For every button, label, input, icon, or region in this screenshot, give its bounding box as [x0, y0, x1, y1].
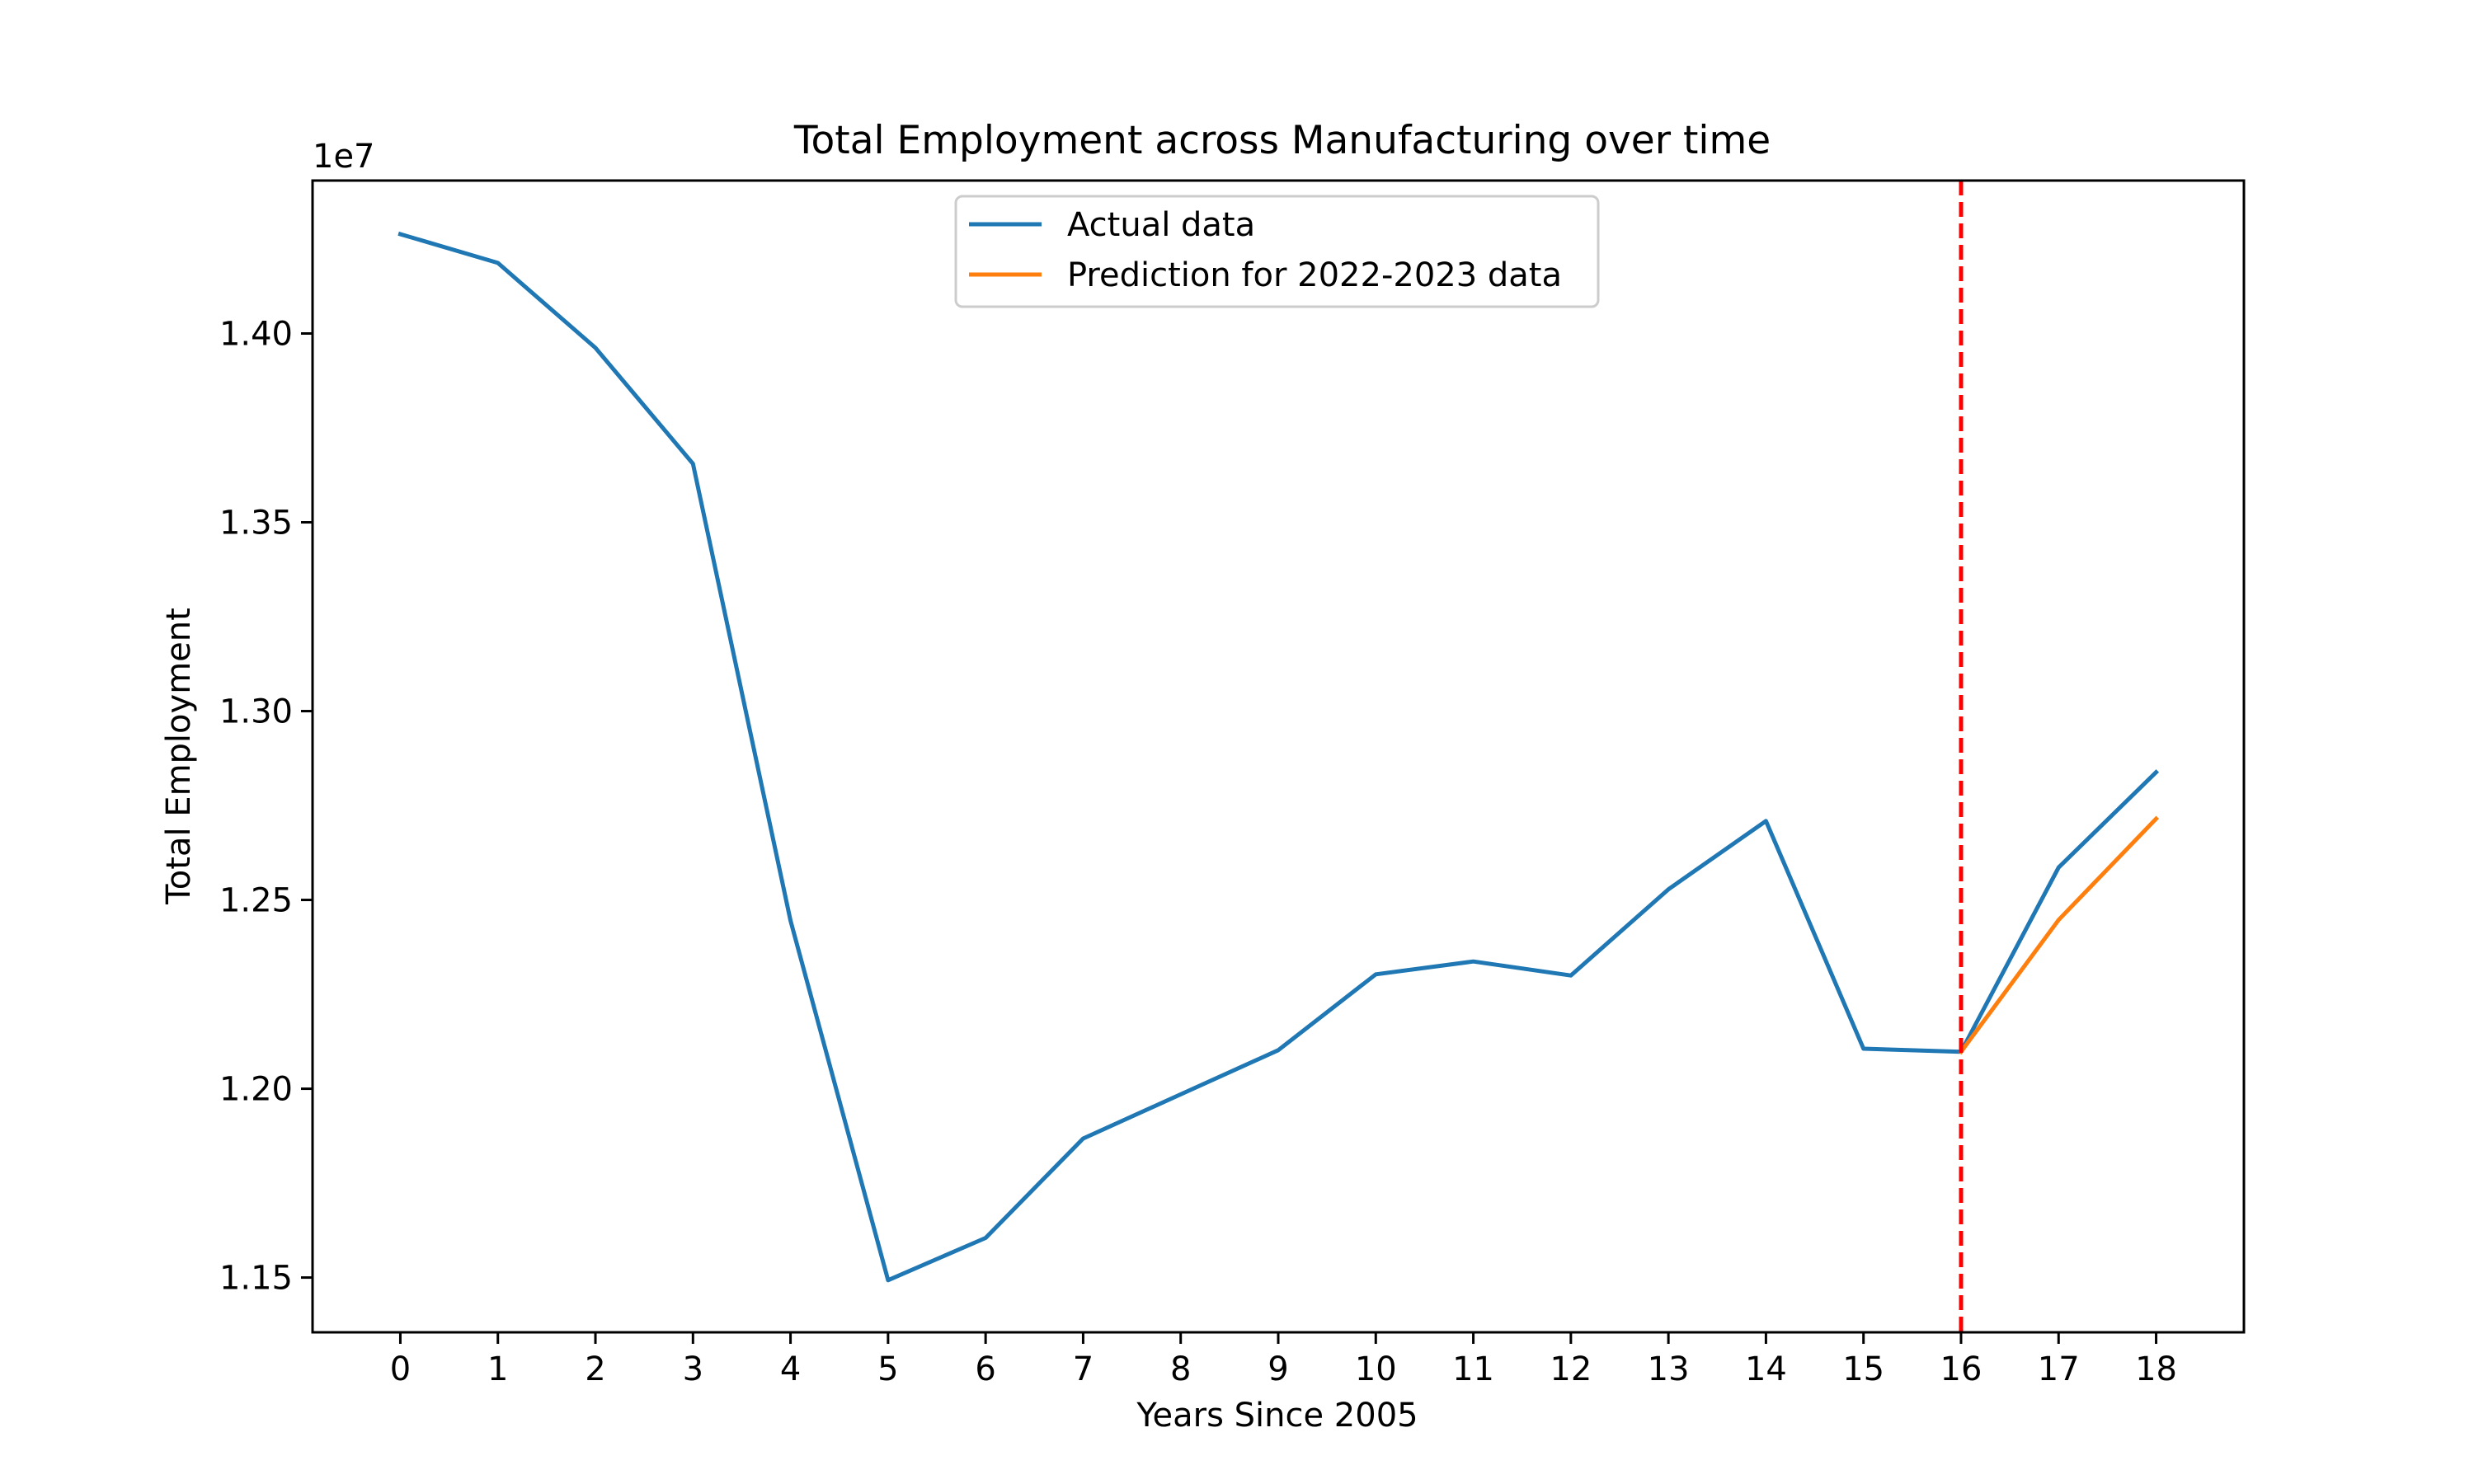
legend-box [954, 195, 1600, 308]
x-tick-label: 13 [1648, 1350, 1690, 1388]
legend: Actual data Prediction for 2022-2023 dat… [954, 195, 1600, 308]
plot-area [311, 179, 2246, 1334]
series-line-0 [397, 231, 2160, 1283]
y-offset-label: 1e7 [313, 138, 375, 176]
x-tick-label: 8 [1170, 1350, 1191, 1388]
x-tick-label: 7 [1073, 1350, 1094, 1388]
y-tick-label: 1.15 [219, 1260, 293, 1298]
legend-label-prediction: Prediction for 2022-2023 data [1067, 256, 1562, 294]
x-tick-label: 9 [1268, 1350, 1288, 1388]
x-tick-label: 16 [1940, 1350, 1982, 1388]
y-tick-label: 1.35 [219, 505, 293, 542]
x-tick-label: 5 [877, 1350, 898, 1388]
x-tick-label: 14 [1745, 1350, 1787, 1388]
x-tick-label: 4 [780, 1350, 801, 1388]
y-axis-label: Total Employment [160, 608, 198, 905]
series-layer [397, 231, 2160, 1283]
x-tick-label: 0 [390, 1350, 411, 1388]
x-tick-label: 15 [1842, 1350, 1884, 1388]
x-tick-label: 2 [585, 1350, 605, 1388]
series-line-1 [1958, 815, 2160, 1055]
y-tick-label: 1.30 [219, 693, 293, 731]
x-tick-label: 3 [683, 1350, 703, 1388]
x-tick-label: 18 [2135, 1350, 2177, 1388]
x-axis: 0 1 2 3 4 5 6 7 8 9 10 11 12 13 14 15 16 17 18 [390, 1332, 2177, 1388]
y-tick-label: 1.25 [219, 882, 293, 920]
x-tick-label: 6 [975, 1350, 995, 1388]
legend-label-actual: Actual data [1067, 206, 1255, 244]
x-tick-label: 11 [1452, 1350, 1494, 1388]
chart-title: Total Employment across Manufacturing ov… [793, 118, 1771, 163]
y-tick-label: 1.20 [219, 1071, 293, 1109]
x-tick-label: 12 [1550, 1350, 1592, 1388]
x-tick-label: 1 [487, 1350, 508, 1388]
x-tick-label: 10 [1355, 1350, 1397, 1388]
y-tick-label: 1.40 [219, 316, 293, 354]
x-axis-label: Years Since 2005 [1136, 1397, 1418, 1435]
x-tick-label: 17 [2038, 1350, 2080, 1388]
y-axis: 1.15 1.20 1.25 1.30 1.35 1.40 [219, 316, 313, 1298]
